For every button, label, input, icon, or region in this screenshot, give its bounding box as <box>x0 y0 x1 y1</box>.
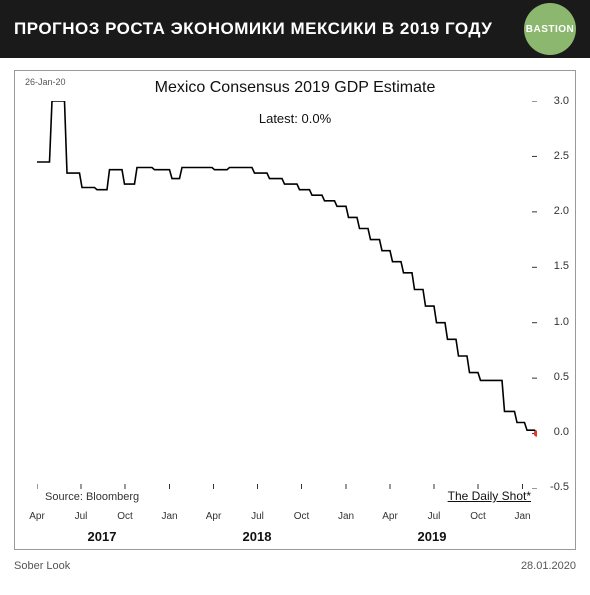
year-label: 2017 <box>88 529 117 544</box>
x-tick-label: Jul <box>428 511 441 522</box>
brand-badge: BASTION <box>524 3 576 55</box>
source-left: Source: Bloomberg <box>45 491 139 503</box>
page-title: ПРОГНОЗ РОСТА ЭКОНОМИКИ МЕКСИКИ В 2019 Г… <box>14 19 492 39</box>
y-tick-label: 3.0 <box>554 95 569 107</box>
x-tick-label: Apr <box>206 511 222 522</box>
x-tick-label: Jan <box>161 511 177 522</box>
year-label: 2018 <box>243 529 272 544</box>
footer-right: 28.01.2020 <box>521 560 576 572</box>
y-tick-label: 0.0 <box>554 426 569 438</box>
x-axis-year-labels: 2017 2018 2019 <box>37 529 537 545</box>
x-tick-label: Jan <box>338 511 354 522</box>
x-tick-label: Oct <box>470 511 486 522</box>
x-tick-label: Jul <box>251 511 264 522</box>
year-label: 2019 <box>418 529 447 544</box>
header-bar: ПРОГНОЗ РОСТА ЭКОНОМИКИ МЕКСИКИ В 2019 Г… <box>0 0 590 58</box>
latest-dot <box>534 430 537 436</box>
chart-wrapper: 26-Jan-20 Mexico Consensus 2019 GDP Esti… <box>0 58 590 550</box>
y-tick-label: 0.5 <box>554 371 569 383</box>
y-tick-label: 1.0 <box>554 316 569 328</box>
x-tick-label: Oct <box>294 511 310 522</box>
chart-plot <box>37 101 537 489</box>
x-tick-label: Apr <box>382 511 398 522</box>
y-tick-label: -0.5 <box>550 481 569 493</box>
source-right: The Daily Shot* <box>448 489 531 503</box>
y-tick-label: 1.5 <box>554 260 569 272</box>
x-axis-month-labels: AprJulOctJanAprJulOctJanAprJulOctJan <box>37 511 537 525</box>
footer: Sober Look 28.01.2020 <box>0 550 590 572</box>
footer-left: Sober Look <box>14 560 70 572</box>
x-tick-label: Apr <box>29 511 45 522</box>
y-axis-labels: -0.50.00.51.01.52.02.53.0 <box>541 101 569 487</box>
x-tick-label: Oct <box>117 511 133 522</box>
x-tick-label: Jul <box>75 511 88 522</box>
chart-box: 26-Jan-20 Mexico Consensus 2019 GDP Esti… <box>14 70 576 550</box>
series-line <box>37 101 537 434</box>
y-tick-label: 2.0 <box>554 205 569 217</box>
chart-title: Mexico Consensus 2019 GDP Estimate <box>15 79 575 97</box>
x-tick-label: Jan <box>514 511 530 522</box>
y-tick-label: 2.5 <box>554 150 569 162</box>
